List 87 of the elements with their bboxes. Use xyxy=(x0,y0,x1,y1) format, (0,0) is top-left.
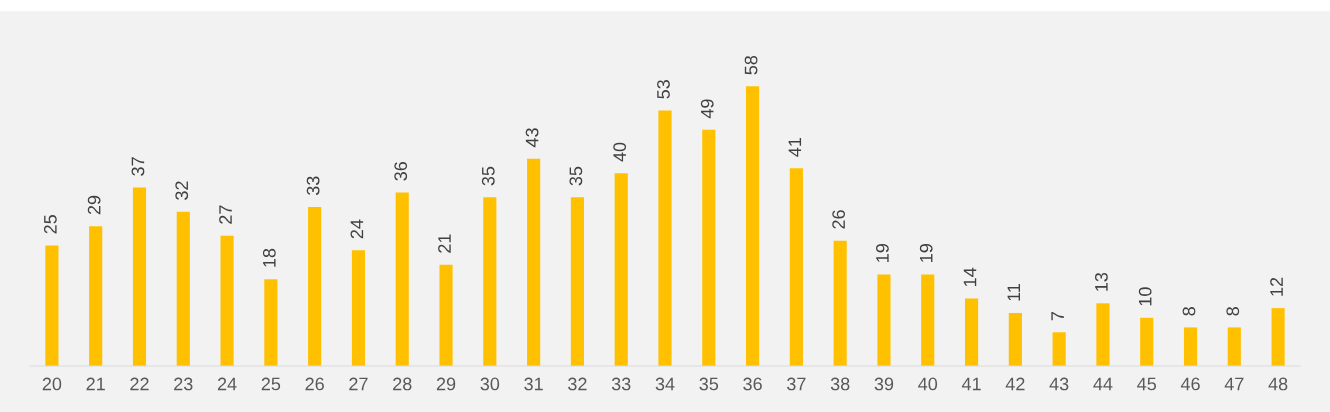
data-label: 10 xyxy=(1138,287,1152,306)
data-label: 35 xyxy=(481,166,495,186)
x-tick-label: 22 xyxy=(130,377,149,391)
x-tick-label: 23 xyxy=(174,377,193,391)
data-label: 40 xyxy=(613,142,627,162)
bar xyxy=(921,274,935,366)
data-label: 25 xyxy=(43,215,57,234)
x-tick-label: 47 xyxy=(1224,377,1244,391)
x-tick-label: 32 xyxy=(568,377,587,391)
data-label: 24 xyxy=(350,219,364,239)
x-tick-label: 31 xyxy=(524,377,543,391)
bar xyxy=(614,173,628,366)
x-tick-label: 35 xyxy=(699,377,719,391)
x-tick-label: 48 xyxy=(1268,377,1288,391)
data-label: 36 xyxy=(394,162,408,181)
bar xyxy=(351,250,366,366)
bar xyxy=(964,298,979,366)
data-label: 14 xyxy=(963,267,977,287)
data-label: 7 xyxy=(1051,312,1064,321)
x-tick-label: 37 xyxy=(787,377,806,391)
x-tick-label: 45 xyxy=(1137,377,1157,391)
data-label: 19 xyxy=(919,244,933,262)
data-label: 12 xyxy=(1270,277,1283,296)
bar xyxy=(746,86,760,366)
x-tick-label: 46 xyxy=(1180,377,1200,391)
data-label: 33 xyxy=(306,176,320,196)
bar xyxy=(395,192,409,366)
data-label: 35 xyxy=(569,166,583,186)
x-tick-label: 30 xyxy=(480,377,500,391)
data-label: 8 xyxy=(1182,307,1196,316)
data-label: 21 xyxy=(438,234,451,253)
x-tick-label: 20 xyxy=(42,377,62,391)
x-tick-label: 36 xyxy=(743,377,762,391)
data-label: 58 xyxy=(744,55,758,75)
data-label: 32 xyxy=(175,181,189,200)
bar xyxy=(483,197,497,366)
bar xyxy=(176,211,190,366)
x-tick-label: 28 xyxy=(393,377,412,391)
x-tick-label: 29 xyxy=(436,377,456,391)
data-label: 49 xyxy=(700,99,714,119)
bar xyxy=(570,197,584,366)
bar xyxy=(527,158,541,366)
data-label: 19 xyxy=(876,244,889,262)
bar xyxy=(877,274,891,366)
x-tick-label: 44 xyxy=(1093,377,1113,391)
data-label: 43 xyxy=(525,128,539,148)
data-label: 13 xyxy=(1094,272,1108,291)
bar xyxy=(89,226,103,366)
x-tick-label: 24 xyxy=(217,377,237,391)
x-tick-label: 33 xyxy=(611,377,631,391)
bar xyxy=(264,279,278,366)
x-tick-label: 34 xyxy=(655,377,675,391)
x-tick-label: 21 xyxy=(86,377,105,391)
x-tick-label: 25 xyxy=(261,377,281,391)
x-tick-label: 42 xyxy=(1005,377,1025,391)
bar xyxy=(439,264,453,366)
x-tick-label: 27 xyxy=(349,377,368,391)
bar xyxy=(1227,327,1241,366)
bar xyxy=(1096,303,1110,366)
bar xyxy=(1271,308,1285,366)
data-label: 41 xyxy=(788,138,802,157)
x-tick-label: 26 xyxy=(305,377,324,391)
bar xyxy=(45,245,59,366)
bar xyxy=(1183,327,1198,366)
bar xyxy=(220,235,234,366)
bar xyxy=(833,240,847,366)
data-label: 18 xyxy=(262,248,276,267)
bar xyxy=(1052,332,1066,366)
bar xyxy=(658,110,672,366)
data-label: 26 xyxy=(832,210,846,229)
bar xyxy=(132,187,147,366)
data-label: 11 xyxy=(1007,283,1021,301)
data-label: 8 xyxy=(1226,307,1240,316)
x-tick-label: 39 xyxy=(874,377,894,391)
data-label: 29 xyxy=(87,195,101,215)
x-tick-label: 43 xyxy=(1049,377,1069,391)
x-tick-label: 41 xyxy=(961,377,981,391)
bar xyxy=(1008,312,1022,366)
x-tick-label: 38 xyxy=(830,377,850,391)
data-label: 53 xyxy=(657,80,670,99)
x-tick-label: 40 xyxy=(918,377,938,391)
data-label: 27 xyxy=(219,205,232,224)
bar xyxy=(308,206,322,366)
bar xyxy=(702,129,716,366)
data-label: 37 xyxy=(131,157,145,176)
bar xyxy=(789,168,803,366)
bar xyxy=(1140,317,1154,366)
